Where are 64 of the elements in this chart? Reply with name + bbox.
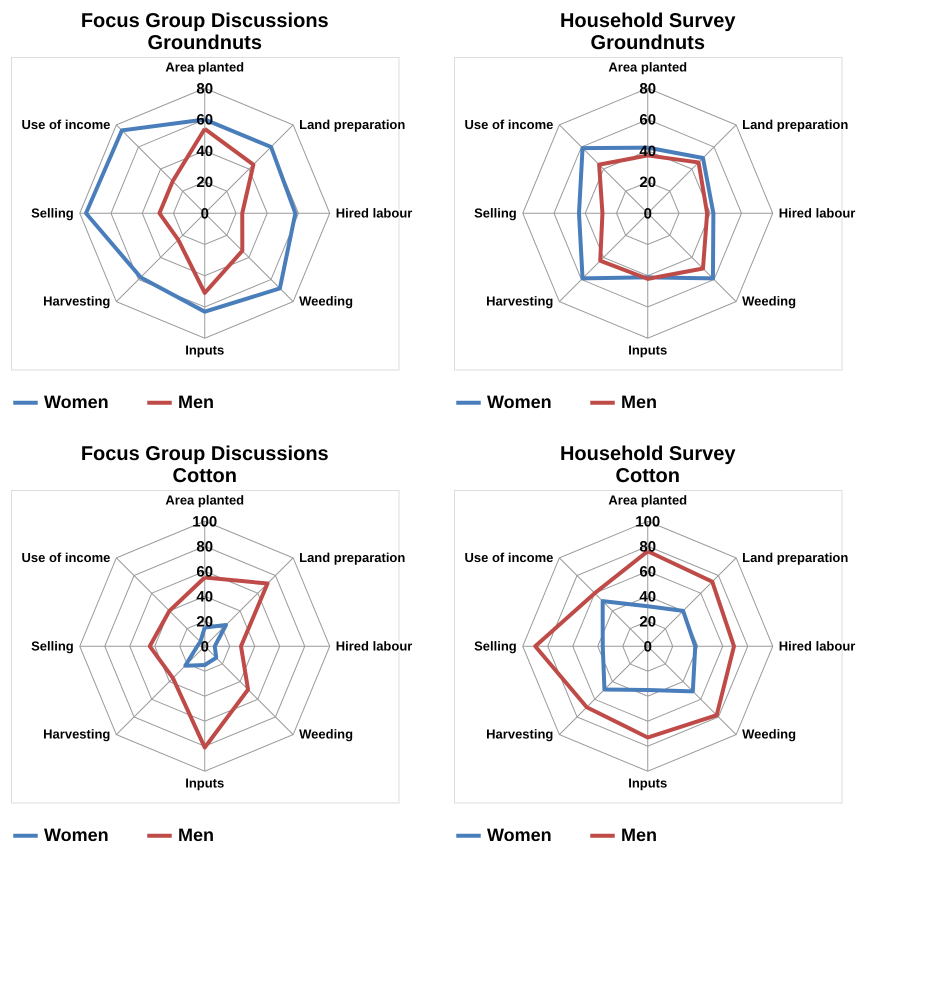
y-tick-label: 0 (644, 638, 652, 656)
y-tick-label: 40 (639, 588, 656, 606)
legend-label: Men (178, 392, 214, 412)
spoke-label: Inputs (628, 342, 668, 358)
spoke-label: Land preparation (742, 550, 848, 565)
y-tick-label: 0 (644, 205, 652, 222)
spoke-label: Selling (474, 205, 517, 220)
spoke-label: Use of income (464, 116, 554, 132)
y-tick-label: 40 (196, 588, 214, 606)
y-tick-label: 60 (196, 563, 214, 580)
legend-label: Men (621, 392, 657, 412)
spoke-label: Weeding (742, 726, 796, 742)
legend-label: Women (487, 392, 552, 412)
y-tick-label: 20 (639, 613, 656, 630)
chart-title: Household Survey Cotton (560, 443, 736, 487)
spoke-label: Inputs (628, 775, 668, 790)
spoke-label: Hired labour (336, 205, 412, 220)
spoke-label: Selling (31, 638, 74, 654)
spoke-label: Area planted (165, 59, 244, 74)
legend-label: Men (178, 824, 214, 845)
y-tick-label: 60 (639, 112, 656, 128)
legend-label: Women (44, 824, 109, 845)
spoke-label: Hired labour (778, 638, 856, 654)
spoke-label: Inputs (185, 775, 224, 790)
y-tick-label: 100 (192, 513, 218, 530)
legend-label: Women (44, 392, 109, 412)
y-tick-label: 20 (196, 174, 214, 191)
y-tick-label: 80 (639, 538, 656, 556)
y-tick-label: 80 (196, 80, 214, 98)
spoke-label: Land preparation (299, 116, 406, 132)
spoke-label: Use of income (464, 550, 554, 565)
spoke-label: Harvesting (486, 726, 554, 742)
y-tick-label: 0 (200, 638, 209, 656)
spoke-label: Harvesting (486, 294, 554, 309)
spoke-label: Land preparation (299, 550, 406, 565)
spoke-label: Selling (474, 638, 517, 654)
y-tick-label: 80 (639, 80, 656, 98)
spoke-label: Use of income (22, 550, 110, 565)
y-tick-label: 100 (635, 513, 660, 530)
spoke-label: Weeding (299, 726, 354, 742)
spoke-label: Weeding (299, 294, 354, 309)
y-tick-label: 20 (639, 174, 656, 191)
chart-title: Focus Group Discussions Groundnuts (80, 10, 329, 54)
y-tick-label: 60 (639, 563, 656, 580)
spoke-label: Harvesting (43, 294, 110, 309)
legend-label: Women (487, 824, 552, 845)
spoke-label: Inputs (185, 342, 224, 358)
spoke-label: Hired labour (336, 638, 412, 654)
y-tick-label: 20 (196, 613, 214, 630)
chart-title: Household Survey Groundnuts (560, 10, 736, 54)
spoke-label: Area planted (165, 492, 244, 508)
spoke-label: Land preparation (742, 116, 848, 132)
spoke-label: Area planted (608, 492, 688, 508)
y-tick-label: 0 (200, 205, 209, 222)
spoke-label: Selling (31, 205, 74, 220)
spoke-label: Weeding (742, 294, 796, 309)
chart-title: Focus Group Discussions Cotton (80, 443, 329, 487)
legend-label: Men (621, 824, 657, 845)
y-tick-label: 80 (196, 538, 214, 556)
spoke-label: Harvesting (43, 726, 110, 742)
spoke-label: Area planted (608, 59, 688, 74)
spoke-label: Use of income (22, 116, 110, 132)
y-tick-label: 40 (196, 142, 214, 160)
spoke-label: Hired labour (778, 205, 856, 220)
